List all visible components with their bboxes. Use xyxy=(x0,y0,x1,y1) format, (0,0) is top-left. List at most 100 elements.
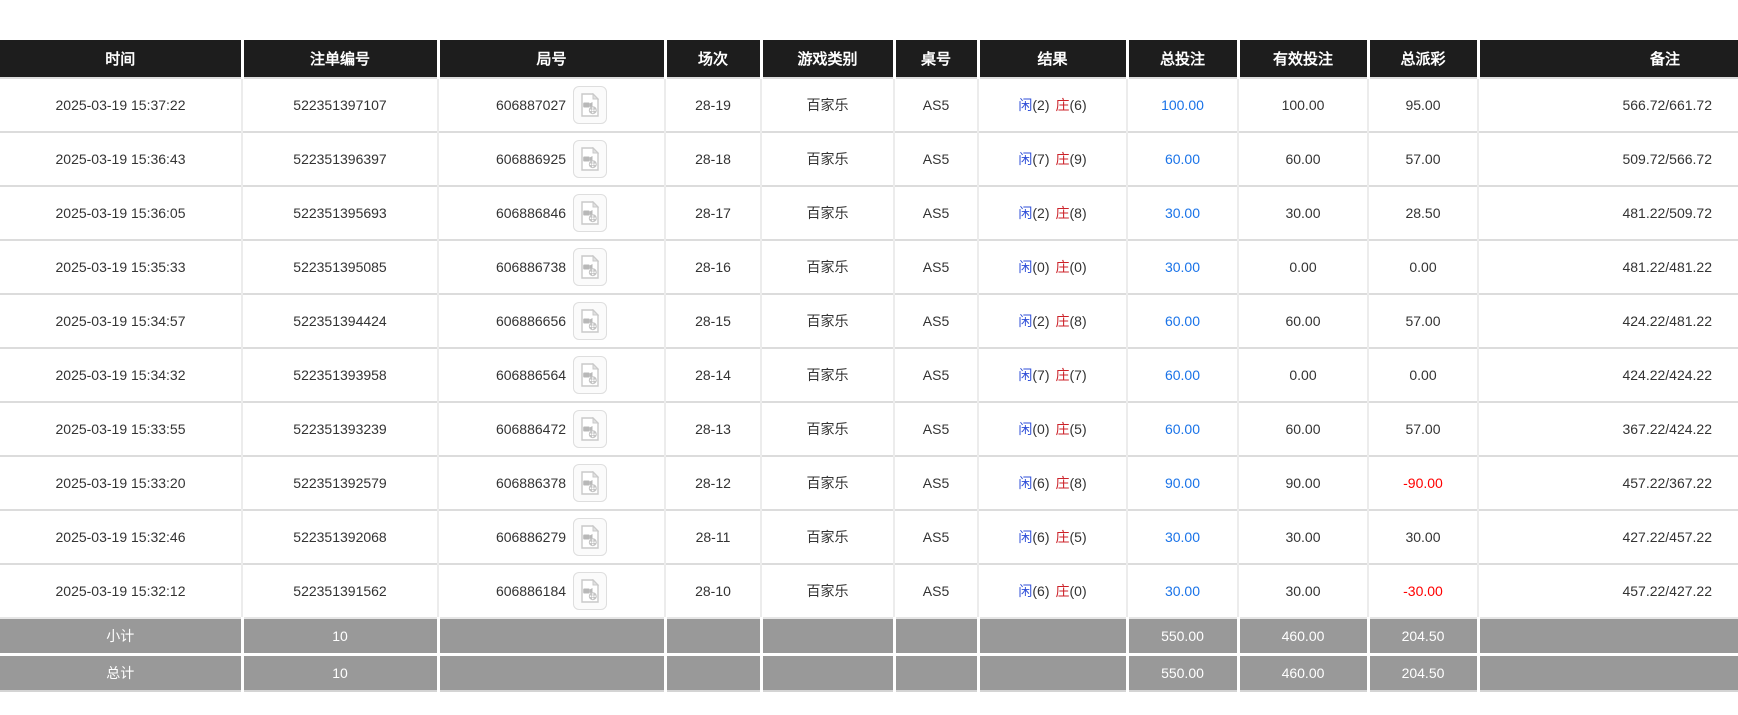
remark-cell: 424.22/424.22 xyxy=(1477,347,1738,402)
player-result-label: 闲 xyxy=(1018,313,1033,329)
round-cell: 606886279 xyxy=(437,509,665,564)
total-bet-link[interactable]: 60.00 xyxy=(1164,313,1201,329)
remark-cell: 509.72/566.72 xyxy=(1477,131,1738,186)
video-replay-button[interactable] xyxy=(573,410,608,448)
table-no-cell: AS5 xyxy=(893,455,978,510)
payout-cell: 28.50 xyxy=(1367,185,1478,240)
total-bet-link[interactable]: 30.00 xyxy=(1164,583,1201,599)
player-result-score: (6) xyxy=(1032,475,1050,491)
video-replay-file-icon xyxy=(581,363,600,387)
round-id: 606886925 xyxy=(495,151,567,167)
banker-result-label: 庄 xyxy=(1055,367,1070,383)
valid-bet-cell: 0.00 xyxy=(1237,239,1368,294)
table-row: 2025-03-19 15:36:43 522351396397 6068869… xyxy=(0,131,1738,186)
remark-cell: 566.72/661.72 xyxy=(1477,77,1738,132)
total-bet-link[interactable]: 30.00 xyxy=(1164,205,1201,221)
video-replay-button[interactable] xyxy=(573,518,608,556)
total-bet-cell: 30.00 xyxy=(1126,563,1238,618)
remark-cell: 424.22/481.22 xyxy=(1477,293,1738,348)
banker-result-score: (5) xyxy=(1069,421,1087,437)
bet-records-page: 时间 注单编号 局号 场次 游戏类别 桌号 结果 总投注 有效投注 总派彩 备注… xyxy=(0,40,1738,692)
video-replay-file-icon xyxy=(581,309,600,333)
total-bet-link[interactable]: 30.00 xyxy=(1164,529,1201,545)
bet-id-cell: 522351391562 xyxy=(241,563,438,618)
table-no-cell: AS5 xyxy=(893,131,978,186)
game-type-cell: 百家乐 xyxy=(760,239,894,294)
game-type-cell: 百家乐 xyxy=(760,401,894,456)
total-bet-cell: 60.00 xyxy=(1126,293,1238,348)
result-cell: 闲(6) 庄(5) xyxy=(977,509,1127,564)
total-bet-link[interactable]: 60.00 xyxy=(1164,421,1201,437)
session-cell: 28-10 xyxy=(664,563,761,618)
col-header-table-no: 桌号 xyxy=(892,40,978,78)
valid-bet-cell: 100.00 xyxy=(1237,77,1368,132)
payout-cell: 95.00 xyxy=(1367,77,1478,132)
banker-result-score: (8) xyxy=(1069,475,1087,491)
col-header-valid-bet: 有效投注 xyxy=(1236,40,1368,78)
player-result-score: (0) xyxy=(1032,259,1050,275)
table-no-cell: AS5 xyxy=(893,347,978,402)
payout-cell: 0.00 xyxy=(1367,347,1478,402)
col-header-session: 场次 xyxy=(663,40,761,78)
bet-id-cell: 522351397107 xyxy=(241,77,438,132)
table-no-cell: AS5 xyxy=(893,401,978,456)
player-result-score: (7) xyxy=(1032,367,1050,383)
video-replay-file-icon xyxy=(581,201,600,225)
total-bet-link[interactable]: 60.00 xyxy=(1164,367,1201,383)
payout-cell: 57.00 xyxy=(1367,401,1478,456)
session-cell: 28-12 xyxy=(664,455,761,510)
table-row: 2025-03-19 15:32:12 522351391562 6068861… xyxy=(0,563,1738,618)
video-replay-button[interactable] xyxy=(573,194,608,232)
total-payout: 204.50 xyxy=(1366,653,1478,692)
player-result-label: 闲 xyxy=(1018,421,1033,437)
total-bet-link[interactable]: 30.00 xyxy=(1164,259,1201,275)
result-cell: 闲(6) 庄(8) xyxy=(977,455,1127,510)
banker-result-label: 庄 xyxy=(1055,151,1070,167)
video-replay-button[interactable] xyxy=(573,86,608,124)
player-result-score: (2) xyxy=(1032,97,1050,113)
remark-cell: 457.22/427.22 xyxy=(1477,563,1738,618)
table-header: 时间 注单编号 局号 场次 游戏类别 桌号 结果 总投注 有效投注 总派彩 备注 xyxy=(0,40,1738,78)
video-replay-button[interactable] xyxy=(573,248,608,286)
total-bet-link[interactable]: 100.00 xyxy=(1161,97,1204,113)
bet-id-cell: 522351394424 xyxy=(241,293,438,348)
table-body: 2025-03-19 15:37:22 522351397107 6068870… xyxy=(0,77,1738,618)
subtotal-total-bet: 550.00 xyxy=(1125,617,1238,655)
table-row: 2025-03-19 15:36:05 522351395693 6068868… xyxy=(0,185,1738,240)
col-header-game-type: 游戏类别 xyxy=(759,40,894,78)
player-result-label: 闲 xyxy=(1018,205,1033,221)
video-replay-button[interactable] xyxy=(573,464,608,502)
round-cell: 606886472 xyxy=(437,401,665,456)
payout-cell: 57.00 xyxy=(1367,293,1478,348)
payout-cell: 57.00 xyxy=(1367,131,1478,186)
total-bet-cell: 30.00 xyxy=(1126,185,1238,240)
total-bet-link[interactable]: 60.00 xyxy=(1164,151,1201,167)
banker-result-score: (9) xyxy=(1069,151,1087,167)
table-no-cell: AS5 xyxy=(893,77,978,132)
round-id: 606886184 xyxy=(495,583,567,599)
valid-bet-cell: 30.00 xyxy=(1237,509,1368,564)
total-bet-link[interactable]: 90.00 xyxy=(1164,475,1201,491)
player-result-score: (2) xyxy=(1032,205,1050,221)
player-result-label: 闲 xyxy=(1018,529,1033,545)
round-cell: 606886738 xyxy=(437,239,665,294)
video-replay-file-icon xyxy=(581,525,600,549)
banker-result-score: (5) xyxy=(1069,529,1087,545)
subtotal-row: 小计 10 550.00 460.00 204.50 xyxy=(0,617,1738,655)
banker-result-label: 庄 xyxy=(1055,205,1070,221)
banker-result-label: 庄 xyxy=(1055,529,1070,545)
video-replay-button[interactable] xyxy=(573,302,608,340)
player-result-label: 闲 xyxy=(1018,97,1033,113)
video-replay-button[interactable] xyxy=(573,356,608,394)
total-row: 总计 10 550.00 460.00 204.50 xyxy=(0,653,1738,692)
video-replay-button[interactable] xyxy=(573,572,608,610)
time-cell: 2025-03-19 15:35:33 xyxy=(0,239,242,294)
col-header-round: 局号 xyxy=(436,40,665,78)
table-row: 2025-03-19 15:32:46 522351392068 6068862… xyxy=(0,509,1738,564)
player-result-score: (2) xyxy=(1032,313,1050,329)
session-cell: 28-18 xyxy=(664,131,761,186)
banker-result-score: (6) xyxy=(1069,97,1087,113)
total-total-bet: 550.00 xyxy=(1125,653,1238,692)
video-replay-file-icon xyxy=(581,147,600,171)
video-replay-button[interactable] xyxy=(573,140,608,178)
